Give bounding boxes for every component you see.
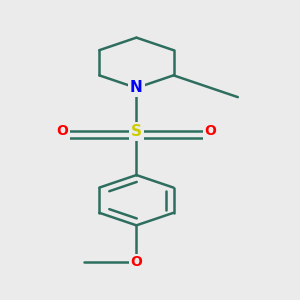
Text: O: O: [130, 255, 142, 269]
Text: O: O: [205, 124, 217, 139]
Text: N: N: [130, 80, 143, 95]
Text: S: S: [131, 124, 142, 139]
Text: O: O: [56, 124, 68, 139]
